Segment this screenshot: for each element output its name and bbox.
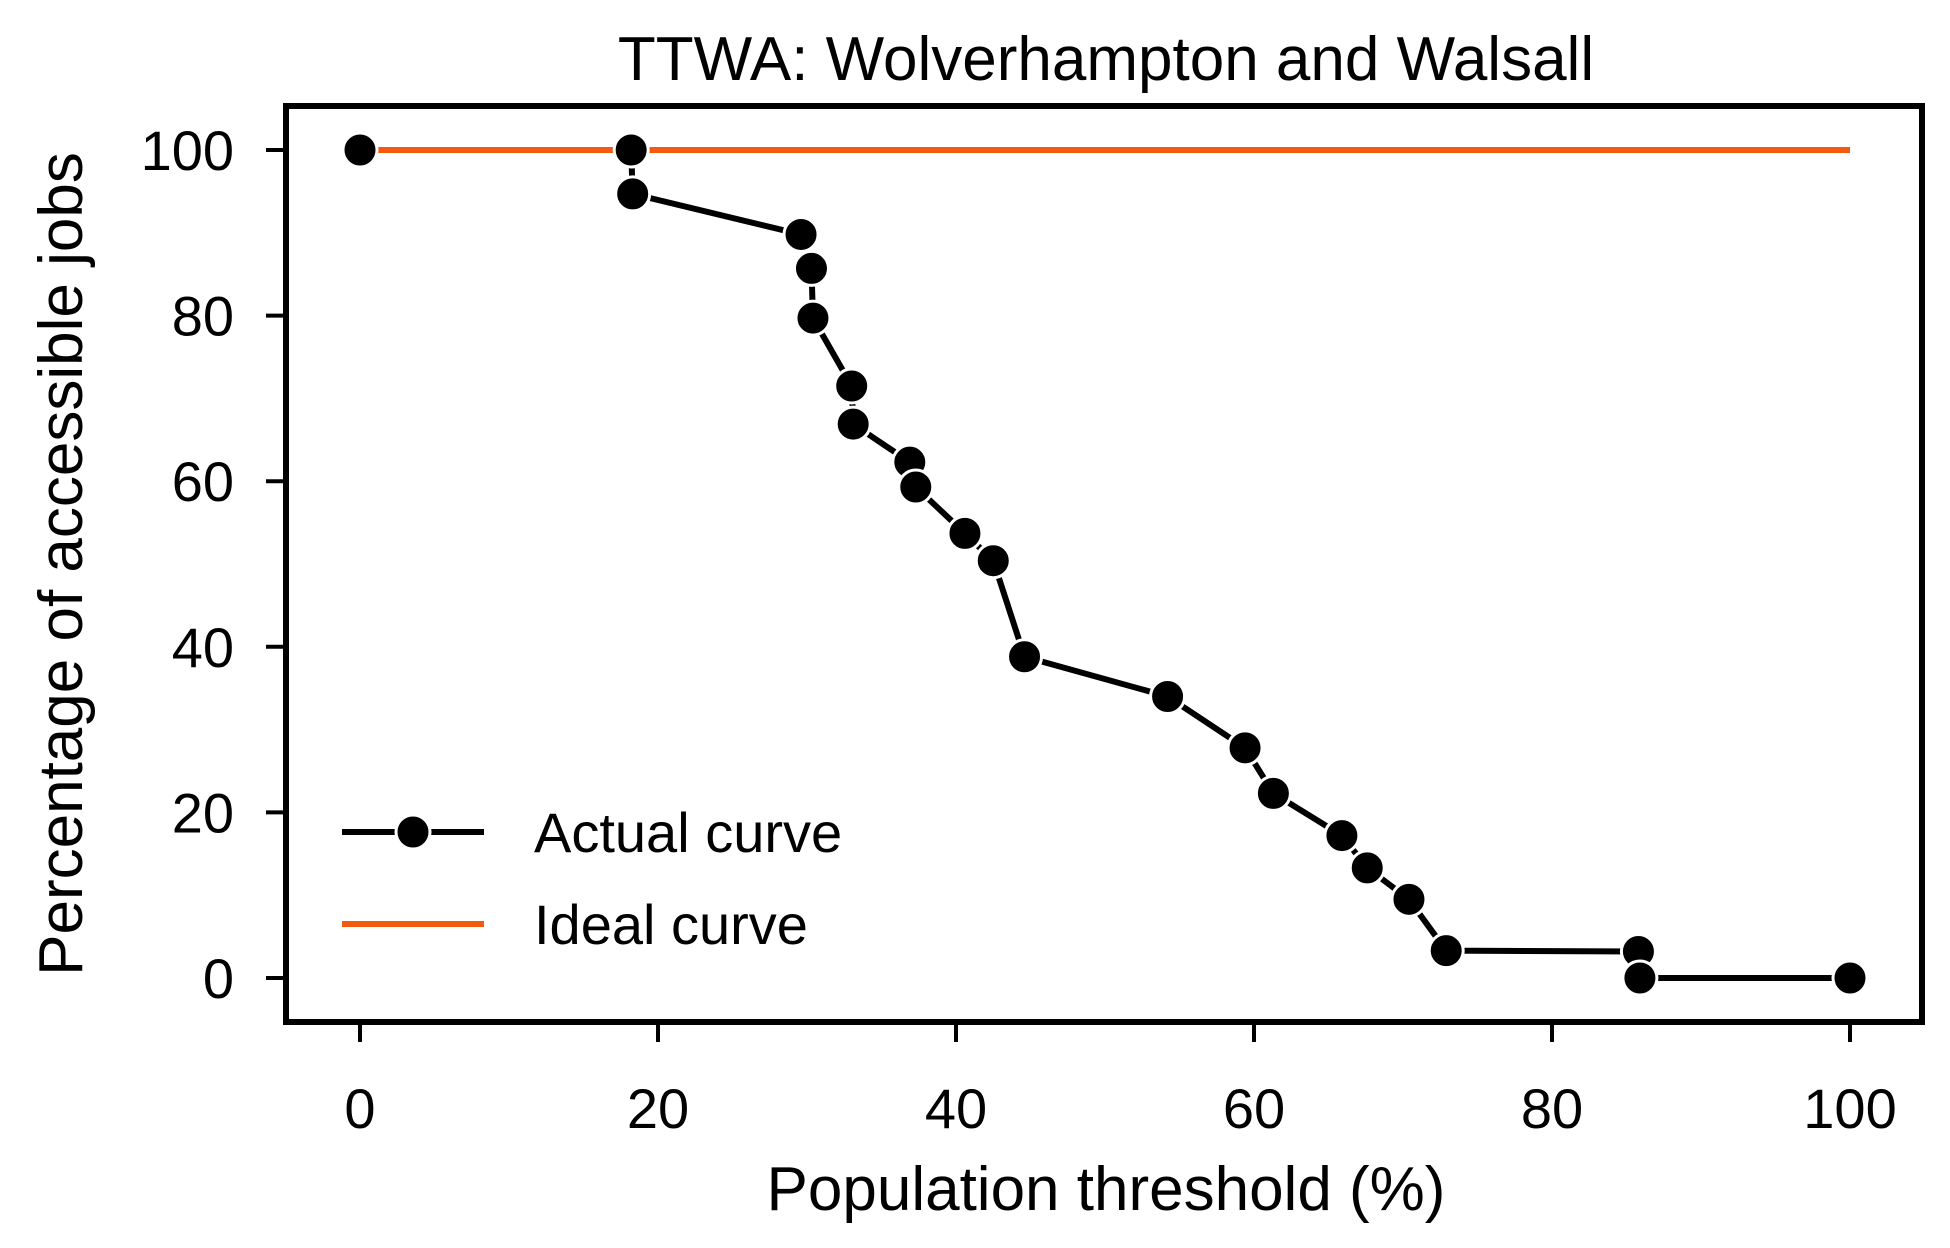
legend-actual-label: Actual curve (534, 801, 842, 864)
actual-curve-point (1348, 849, 1386, 887)
x-tick-label: 60 (1223, 1077, 1285, 1140)
actual-curve-point (1390, 880, 1428, 918)
x-tick-label: 0 (344, 1077, 375, 1140)
x-tick-label: 40 (925, 1077, 987, 1140)
actual-curve-point (1149, 677, 1187, 715)
legend: Actual curve Ideal curve (342, 801, 842, 956)
actual-curve-point (974, 542, 1012, 580)
y-tick-label: 40 (172, 616, 234, 679)
actual-curve-point (833, 367, 871, 405)
x-tick-label: 80 (1521, 1077, 1583, 1140)
plot-area (341, 131, 1869, 997)
x-axis: 0 20 40 60 80 100 (344, 1022, 1897, 1140)
actual-curve-point (1831, 959, 1869, 997)
actual-curve-point (1427, 932, 1465, 970)
actual-curve-point (1226, 729, 1264, 767)
x-tick-label: 100 (1803, 1077, 1896, 1140)
y-tick-label: 100 (141, 119, 234, 182)
actual-curve-point (792, 249, 830, 287)
legend-ideal-label: Ideal curve (534, 893, 808, 956)
x-axis-label: Population threshold (%) (767, 1155, 1446, 1224)
actual-curve-point (614, 175, 652, 213)
actual-curve-point (782, 215, 820, 253)
y-axis-label: Percentage of accessible jobs (27, 152, 96, 976)
y-tick-label: 80 (172, 285, 234, 348)
x-tick-label: 20 (627, 1077, 689, 1140)
actual-curve-point (612, 131, 650, 169)
actual-curve-point (1323, 817, 1361, 855)
actual-curve-point (834, 405, 872, 443)
y-tick-label: 20 (172, 781, 234, 844)
legend-actual-marker (394, 813, 432, 851)
y-axis: 0 20 40 60 80 100 (141, 119, 286, 1010)
actual-curve-point (897, 468, 935, 506)
actual-curve-point (1254, 774, 1292, 812)
actual-curve-point (1621, 959, 1659, 997)
actual-curve-point (341, 131, 379, 169)
actual-curve-point (794, 299, 832, 337)
chart-title: TTWA: Wolverhampton and Walsall (618, 25, 1594, 94)
plot-frame (283, 103, 1925, 1025)
actual-curve-point (946, 514, 984, 552)
y-tick-label: 60 (172, 450, 234, 513)
actual-curve-point (1006, 638, 1044, 676)
y-tick-label: 0 (203, 947, 234, 1010)
